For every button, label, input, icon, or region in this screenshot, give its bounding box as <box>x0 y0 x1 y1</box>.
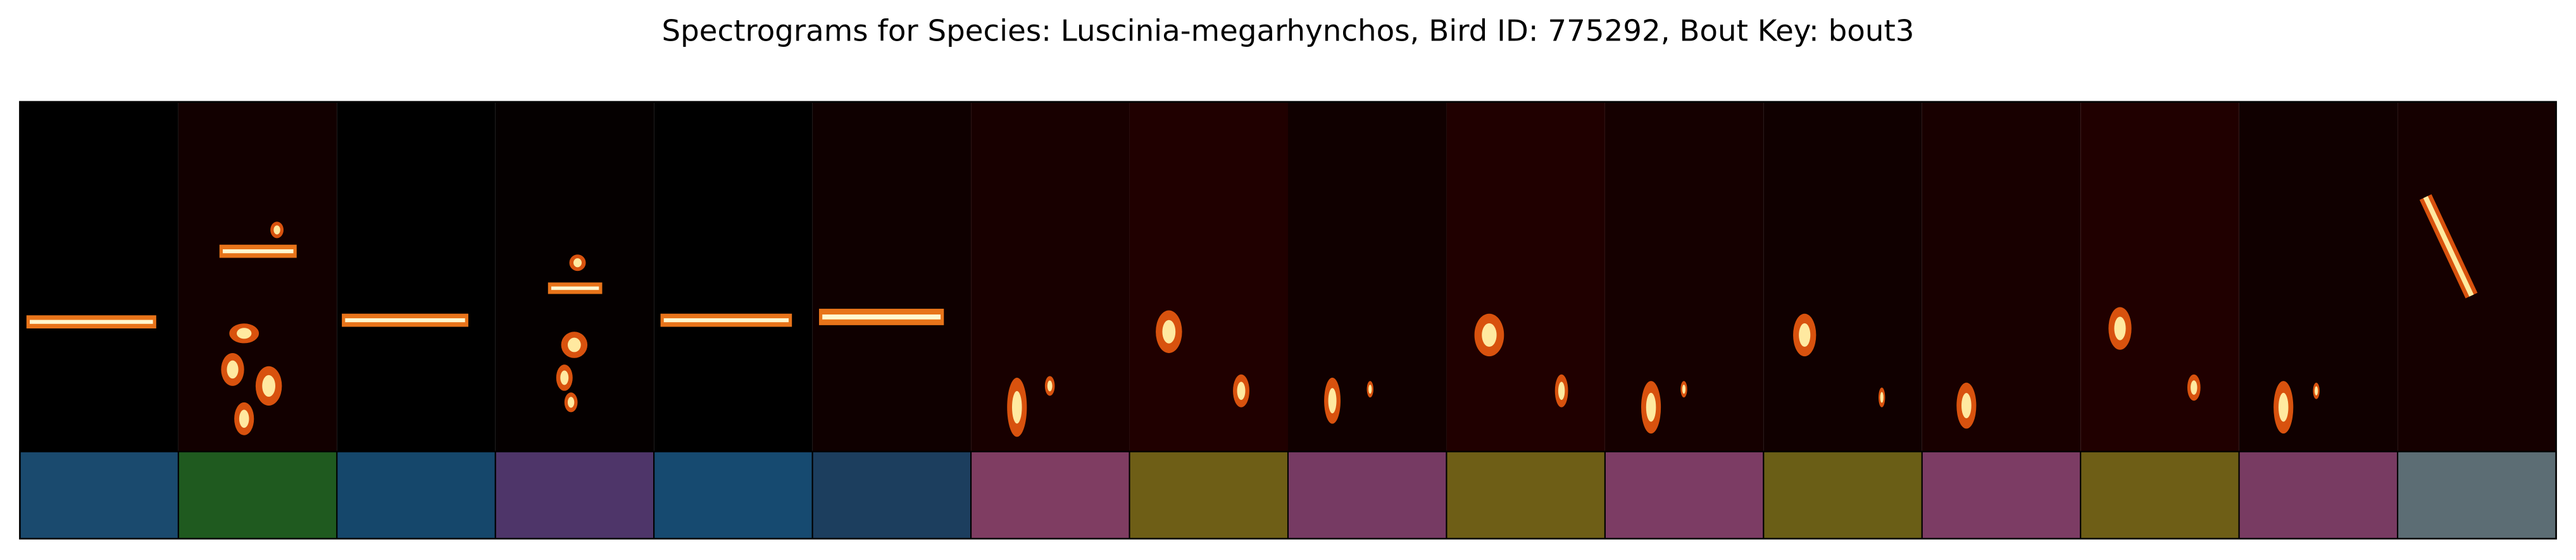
label-block <box>336 451 496 540</box>
syllable-core <box>1646 392 1656 422</box>
syllable-core <box>1162 320 1176 344</box>
spectrogram-panel <box>178 101 337 452</box>
syllable-core <box>237 328 252 339</box>
spectrogram-panel <box>337 101 496 452</box>
syllable-core <box>2315 386 2318 395</box>
spectrogram-panel <box>1763 101 1922 452</box>
syllable-core <box>1011 390 1022 424</box>
spectrogram-panel <box>654 101 813 452</box>
label-block <box>1921 451 2082 540</box>
spectrogram-panel <box>2398 101 2556 452</box>
syllable-core <box>1368 384 1372 394</box>
syllable-core <box>1799 323 1811 347</box>
syllable-core <box>273 225 280 235</box>
syllable-core <box>222 249 294 254</box>
label-block <box>494 451 655 540</box>
syllable-core <box>573 258 582 268</box>
spectrogram-panel <box>2080 101 2239 452</box>
spectrogram-panel <box>495 101 654 452</box>
spectrogram-panel <box>1922 101 2081 452</box>
syllable-core <box>567 397 575 408</box>
spectrogram-panel <box>1604 101 1764 452</box>
syllable-core <box>1880 392 1884 403</box>
spectrogram-panel <box>1288 101 1447 452</box>
label-block <box>2080 451 2240 540</box>
syllable-core <box>551 286 599 290</box>
label-block <box>1604 451 1765 540</box>
syllable-core <box>1237 382 1246 400</box>
spectrogram-panel <box>2239 101 2398 452</box>
syllable-core <box>1558 382 1565 400</box>
label-block <box>2397 451 2557 540</box>
label-block <box>19 451 179 540</box>
spectrogram-panel <box>812 101 972 452</box>
syllable-core <box>1482 323 1497 347</box>
label-block <box>811 451 972 540</box>
syllable-core <box>2114 316 2126 340</box>
syllable-core <box>2191 380 2198 395</box>
label-block <box>970 451 1130 540</box>
syllable-core <box>239 409 249 428</box>
label-block <box>1763 451 1923 540</box>
syllable-core <box>663 318 789 323</box>
label-block <box>1287 451 1447 540</box>
label-block <box>177 451 338 540</box>
syllable-core <box>2423 196 2474 297</box>
syllable-core <box>1961 393 1972 419</box>
spectrogram-panel <box>1129 101 1288 452</box>
label-block <box>1129 451 1289 540</box>
spectrogram-panel <box>20 101 178 452</box>
syllable-core <box>822 314 941 320</box>
label-block <box>2238 451 2399 540</box>
syllable-core <box>2278 392 2289 422</box>
label-block <box>1446 451 1606 540</box>
syllable-core <box>1047 380 1053 392</box>
syllable-core <box>1682 384 1686 394</box>
syllable-core <box>567 337 581 352</box>
frame <box>19 101 2557 540</box>
figure-title: Spectrograms for Species: Luscinia-megar… <box>662 14 1915 48</box>
syllable-core <box>227 360 239 379</box>
label-block <box>653 451 813 540</box>
spectrogram-panel <box>971 101 1130 452</box>
syllable-core <box>262 375 275 397</box>
syllable-core <box>345 318 465 323</box>
syllable-core <box>29 320 153 324</box>
panels <box>19 101 2557 540</box>
spectrogram-panel <box>1446 101 1605 452</box>
syllable-core <box>560 370 569 385</box>
syllable-core <box>1328 388 1337 414</box>
